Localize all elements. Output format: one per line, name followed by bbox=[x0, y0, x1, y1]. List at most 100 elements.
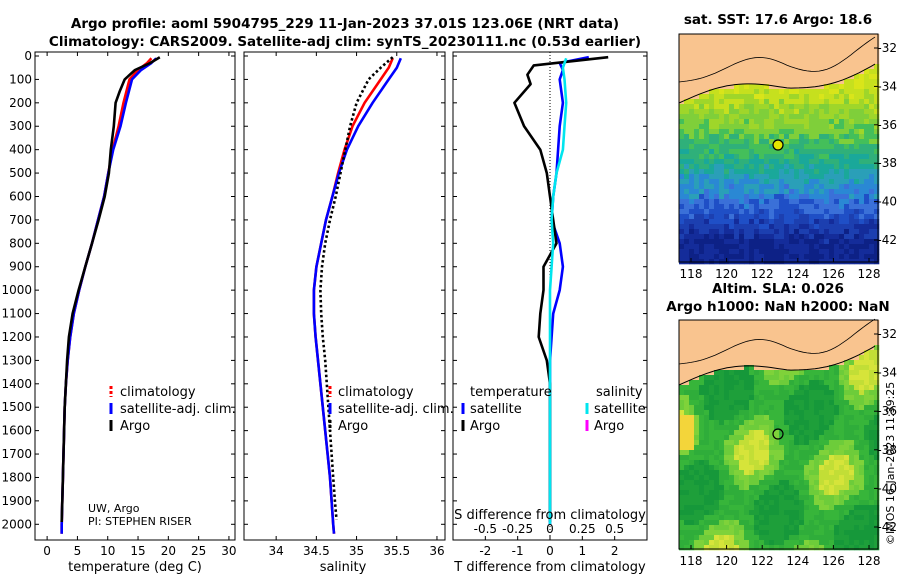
map-cell bbox=[849, 149, 855, 155]
map-cell bbox=[759, 525, 765, 531]
map-cell bbox=[769, 410, 775, 416]
map-cell bbox=[734, 164, 740, 170]
map-cell bbox=[824, 59, 830, 65]
map-cell bbox=[864, 244, 870, 250]
map-cell bbox=[759, 530, 765, 536]
map-cell bbox=[779, 530, 785, 536]
map-cell bbox=[869, 239, 875, 245]
map-cell bbox=[789, 79, 795, 85]
map-cell bbox=[754, 54, 760, 60]
map-cell bbox=[769, 350, 775, 356]
series-line-argo bbox=[60, 56, 161, 523]
map-cell bbox=[869, 244, 875, 250]
map-cell bbox=[864, 485, 870, 491]
map-cell bbox=[874, 450, 880, 456]
map-cell bbox=[749, 360, 755, 366]
map-cell bbox=[794, 455, 800, 461]
map-cell bbox=[859, 530, 865, 536]
map-cell bbox=[754, 214, 760, 220]
map-cell bbox=[729, 515, 735, 521]
map-cell bbox=[809, 214, 815, 220]
map-cell bbox=[719, 124, 725, 130]
map-cell bbox=[814, 64, 820, 70]
map-lon-label: 122 bbox=[751, 267, 774, 281]
map-cell bbox=[799, 159, 805, 165]
map-cell bbox=[834, 44, 840, 50]
map-cell bbox=[799, 410, 805, 416]
map-cell bbox=[774, 229, 780, 235]
map-cell bbox=[849, 89, 855, 95]
temperature-axis-label: temperature (deg C) bbox=[68, 560, 202, 575]
map-cell bbox=[849, 485, 855, 491]
map-cell bbox=[854, 69, 860, 75]
map-cell bbox=[849, 390, 855, 396]
map-cell bbox=[759, 440, 765, 446]
map-cell bbox=[744, 234, 750, 240]
map-cell bbox=[824, 184, 830, 190]
map-cell bbox=[824, 420, 830, 426]
map-cell bbox=[864, 520, 870, 526]
map-cell bbox=[864, 475, 870, 481]
map-cell bbox=[689, 34, 695, 40]
map-cell bbox=[694, 425, 700, 431]
map-cell bbox=[694, 159, 700, 165]
map-cell bbox=[739, 119, 745, 125]
map-cell bbox=[714, 104, 720, 110]
map-cell bbox=[729, 104, 735, 110]
map-cell bbox=[744, 515, 750, 521]
map-cell bbox=[679, 375, 685, 381]
map-cell bbox=[819, 249, 825, 255]
sla-map bbox=[678, 318, 880, 551]
map-cell bbox=[844, 204, 850, 210]
map-cell bbox=[789, 234, 795, 240]
map-cell bbox=[724, 445, 730, 451]
depth-tick-label: 800 bbox=[9, 236, 32, 250]
map-cell bbox=[699, 219, 705, 225]
map-cell bbox=[789, 154, 795, 160]
map-cell bbox=[849, 355, 855, 361]
map-cell bbox=[839, 44, 845, 50]
map-cell bbox=[734, 94, 740, 100]
map-cell bbox=[694, 450, 700, 456]
salinity-axis-label: salinity bbox=[320, 560, 367, 575]
map-cell bbox=[734, 104, 740, 110]
map-cell bbox=[739, 34, 745, 40]
map-cell bbox=[679, 194, 685, 200]
map-cell bbox=[859, 104, 865, 110]
map-cell bbox=[759, 425, 765, 431]
map-cell bbox=[734, 530, 740, 536]
map-cell bbox=[869, 94, 875, 100]
sst-map-frame bbox=[678, 33, 879, 263]
map-cell bbox=[724, 249, 730, 255]
series-line-satellite-adj-clim- bbox=[312, 57, 402, 534]
map-cell bbox=[814, 380, 820, 386]
map-cell bbox=[754, 510, 760, 516]
map-cell bbox=[689, 500, 695, 506]
map-cell bbox=[689, 385, 695, 391]
map-cell bbox=[699, 320, 705, 326]
map-cell bbox=[704, 395, 710, 401]
map-cell bbox=[829, 219, 835, 225]
map-cell bbox=[689, 134, 695, 140]
map-cell bbox=[819, 390, 825, 396]
map-cell bbox=[764, 199, 770, 205]
map-cell bbox=[874, 214, 880, 220]
map-cell bbox=[794, 94, 800, 100]
map-cell bbox=[864, 440, 870, 446]
map-cell bbox=[834, 470, 840, 476]
map-cell bbox=[794, 515, 800, 521]
map-cell bbox=[764, 149, 770, 155]
map-cell bbox=[789, 209, 795, 215]
map-cell bbox=[754, 455, 760, 461]
map-cell bbox=[734, 99, 740, 105]
map-cell bbox=[779, 194, 785, 200]
map-cell bbox=[729, 149, 735, 155]
map-cell bbox=[854, 174, 860, 180]
map-cell bbox=[679, 445, 685, 451]
map-cell bbox=[839, 124, 845, 130]
map-cell bbox=[809, 139, 815, 145]
map-cell bbox=[719, 335, 725, 341]
map-cell bbox=[874, 34, 880, 40]
map-cell bbox=[709, 390, 715, 396]
map-cell bbox=[859, 370, 865, 376]
